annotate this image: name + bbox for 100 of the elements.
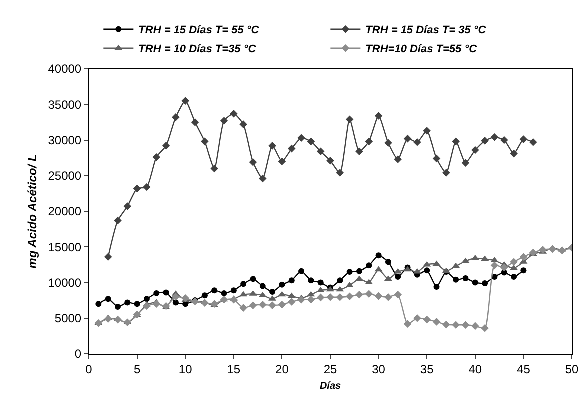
point bbox=[154, 290, 160, 296]
point bbox=[202, 292, 208, 299]
legend-label: TRH = 10 Días T=35 °C bbox=[138, 44, 258, 56]
point bbox=[278, 291, 286, 297]
point bbox=[307, 291, 316, 297]
point bbox=[134, 301, 140, 308]
point bbox=[152, 153, 161, 162]
point bbox=[307, 296, 316, 304]
point bbox=[366, 262, 372, 269]
point bbox=[453, 276, 460, 283]
point bbox=[442, 320, 450, 329]
legend-label: TRH = 15 Días T= 35 °C bbox=[366, 24, 488, 37]
point bbox=[278, 158, 286, 166]
point bbox=[336, 293, 344, 302]
point bbox=[124, 202, 132, 210]
x-tick-label: 50 bbox=[565, 362, 579, 376]
point bbox=[191, 118, 200, 126]
point bbox=[432, 154, 441, 163]
point bbox=[220, 117, 228, 125]
point bbox=[172, 293, 180, 301]
point bbox=[230, 110, 238, 118]
point bbox=[520, 253, 528, 261]
point bbox=[384, 293, 392, 302]
point bbox=[346, 269, 353, 276]
point bbox=[356, 268, 362, 274]
point bbox=[96, 301, 102, 308]
point bbox=[529, 138, 538, 146]
point bbox=[104, 253, 112, 261]
point bbox=[424, 268, 430, 274]
point bbox=[356, 290, 364, 299]
point bbox=[374, 266, 383, 272]
y-axis-title: mg Acido Acético/ L bbox=[26, 154, 40, 269]
point bbox=[490, 134, 499, 142]
y-tick-label: 5000 bbox=[54, 312, 82, 326]
y-tick-label: 10000 bbox=[48, 276, 82, 290]
point bbox=[548, 245, 557, 254]
x-tick-label: 45 bbox=[517, 362, 531, 376]
point bbox=[298, 296, 306, 304]
point bbox=[258, 300, 267, 309]
point bbox=[394, 290, 402, 299]
x-tick-label: 0 bbox=[86, 362, 93, 376]
point bbox=[482, 280, 488, 286]
point bbox=[114, 304, 121, 310]
point bbox=[249, 158, 258, 166]
point bbox=[308, 278, 314, 284]
point bbox=[520, 136, 528, 144]
point bbox=[462, 159, 470, 167]
point bbox=[374, 292, 383, 300]
point bbox=[511, 274, 518, 280]
point bbox=[230, 296, 238, 304]
point bbox=[472, 322, 480, 330]
point bbox=[288, 144, 296, 153]
y-tick-label: 30000 bbox=[48, 133, 82, 148]
point bbox=[307, 138, 316, 146]
point bbox=[240, 304, 248, 312]
point bbox=[376, 252, 382, 259]
point bbox=[326, 293, 334, 302]
point bbox=[481, 324, 489, 332]
point bbox=[298, 134, 306, 142]
x-tick-label: 5 bbox=[134, 362, 141, 376]
point bbox=[163, 290, 170, 296]
point bbox=[124, 300, 131, 306]
point bbox=[240, 291, 248, 297]
point bbox=[423, 127, 431, 135]
point bbox=[268, 142, 276, 150]
x-tick-label: 25 bbox=[324, 362, 338, 376]
point bbox=[385, 259, 392, 266]
point bbox=[365, 138, 374, 146]
point bbox=[395, 274, 402, 280]
point bbox=[230, 288, 237, 294]
x-tick-label: 15 bbox=[227, 362, 241, 376]
point bbox=[172, 300, 179, 306]
point bbox=[374, 112, 383, 120]
point bbox=[212, 288, 218, 294]
point bbox=[336, 169, 344, 177]
point bbox=[539, 246, 547, 254]
point bbox=[316, 294, 325, 302]
point bbox=[144, 296, 150, 302]
point bbox=[346, 292, 354, 301]
point bbox=[268, 302, 276, 310]
y-tick-label: 20000 bbox=[48, 204, 82, 219]
point bbox=[326, 157, 334, 165]
point bbox=[404, 320, 412, 328]
point bbox=[316, 148, 325, 156]
point bbox=[558, 246, 566, 255]
x-tick-label: 40 bbox=[468, 362, 482, 376]
y-tick-label: 0 bbox=[74, 347, 82, 362]
point bbox=[270, 289, 276, 296]
point bbox=[500, 136, 508, 144]
point bbox=[442, 169, 450, 177]
point bbox=[298, 268, 305, 274]
point bbox=[143, 302, 151, 310]
point bbox=[124, 318, 132, 327]
point bbox=[452, 262, 460, 268]
point bbox=[481, 137, 489, 145]
point bbox=[221, 290, 228, 296]
point bbox=[240, 281, 247, 288]
y-tick-label: 40000 bbox=[48, 62, 82, 76]
point bbox=[279, 282, 286, 288]
point bbox=[337, 278, 344, 284]
